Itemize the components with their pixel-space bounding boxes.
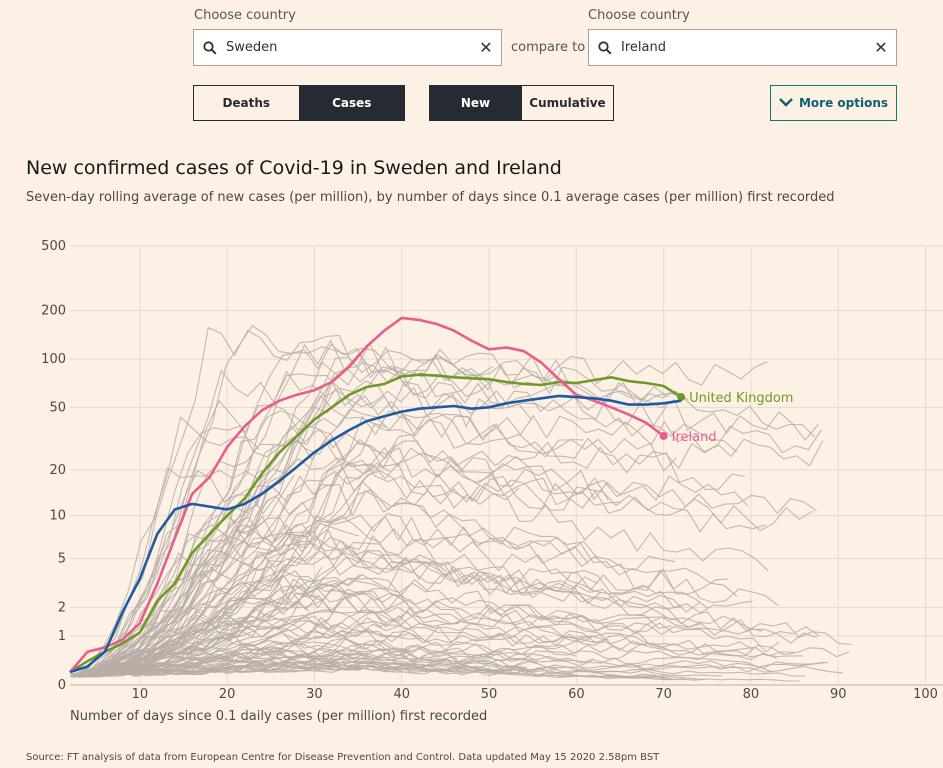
metric-toggle: Deaths Cases <box>193 85 405 121</box>
cumulative-button[interactable]: Cumulative <box>522 85 614 121</box>
x-tick-label: 80 <box>743 687 760 702</box>
other-country-line <box>85 367 819 676</box>
country1-search-field[interactable]: Sweden ✕ <box>193 29 502 66</box>
y-tick-label: 200 <box>41 303 66 318</box>
x-tick-label: 90 <box>830 687 847 702</box>
x-tick-label: 60 <box>568 687 585 702</box>
other-country-line <box>78 661 800 682</box>
country2-value[interactable]: Ireland <box>621 40 666 55</box>
x-tick-label: 50 <box>481 687 498 702</box>
other-country-line <box>70 665 674 680</box>
other-country-line <box>80 625 605 678</box>
close-icon[interactable]: ✕ <box>874 38 888 57</box>
other-country-line <box>76 523 601 678</box>
other-country-line <box>85 412 584 677</box>
other-country-line <box>77 369 668 676</box>
line-chart: United Kingdom Ireland 0 1 2 5 10 20 50 100 200 50… <box>41 239 943 724</box>
y-tick-label: 500 <box>41 239 66 254</box>
y-tick-label: 2 <box>58 600 66 615</box>
other-country-line <box>86 597 310 677</box>
other-country-line <box>83 532 700 675</box>
other-country-line <box>79 470 709 677</box>
country2-label: Choose country <box>588 8 690 23</box>
other-country-line <box>79 452 748 678</box>
other-country-line <box>87 497 272 675</box>
other-country-line <box>72 572 702 676</box>
other-country-line <box>81 659 528 677</box>
x-tick-label: 10 <box>132 687 149 702</box>
series-label-ireland: Ireland <box>672 430 717 445</box>
series-label-united-kingdom: United Kingdom <box>689 391 793 406</box>
series-end-marker-ireland <box>659 431 668 440</box>
chart-axes: 0 1 2 5 10 20 50 100 200 500 10 20 30 40 50 60 70 80 90 100 <box>41 239 938 702</box>
series-end-marker-united-kingdom <box>677 393 686 402</box>
other-country-line <box>85 631 426 675</box>
x-tick-label: 30 <box>306 687 323 702</box>
search-icon <box>194 40 226 55</box>
chart-title: New confirmed cases of Covid-19 in Swede… <box>26 157 562 179</box>
other-country-line <box>70 664 294 677</box>
series-line-ireland <box>69 316 665 673</box>
chevron-down-icon <box>779 96 793 110</box>
search-icon <box>589 40 621 55</box>
other-country-line <box>85 608 820 677</box>
x-tick-label: 100 <box>913 687 938 702</box>
country2-search-field[interactable]: Ireland ✕ <box>588 29 897 66</box>
other-country-line <box>83 462 621 677</box>
x-tick-label: 70 <box>655 687 672 702</box>
y-tick-label: 0 <box>58 678 66 693</box>
close-icon[interactable]: ✕ <box>479 38 493 57</box>
other-country-line <box>76 438 824 676</box>
deaths-button[interactable]: Deaths <box>193 85 300 121</box>
other-country-line <box>76 639 850 677</box>
highlighted-series: United Kingdom Ireland <box>69 316 793 674</box>
y-tick-label: 10 <box>49 509 66 524</box>
y-tick-label: 20 <box>49 463 66 478</box>
country1-label: Choose country <box>194 8 296 23</box>
other-country-line <box>84 619 753 677</box>
other-country-line <box>84 515 779 676</box>
other-country-line <box>83 425 817 677</box>
other-country-line <box>84 345 570 676</box>
mode-toggle: New Cumulative <box>429 85 614 121</box>
new-button[interactable]: New <box>429 85 522 121</box>
other-country-line <box>82 637 777 676</box>
series-line-united-kingdom <box>69 373 682 674</box>
y-tick-label: 5 <box>58 551 66 566</box>
other-country-line <box>82 619 803 677</box>
y-tick-label: 50 <box>49 400 66 415</box>
more-options-button[interactable]: More options <box>770 85 897 121</box>
y-tick-label: 100 <box>41 352 66 367</box>
x-tick-label: 40 <box>393 687 410 702</box>
source-note: Source: FT analysis of data from Europea… <box>26 752 660 763</box>
cases-button[interactable]: Cases <box>299 85 405 121</box>
other-country-line <box>82 588 672 675</box>
chart-subtitle: Seven-day rolling average of new cases (… <box>26 190 835 205</box>
other-country-line <box>72 513 676 677</box>
x-axis-label: Number of days since 0.1 daily cases (pe… <box>70 709 487 724</box>
other-country-line <box>85 582 780 675</box>
other-country-line <box>75 415 260 674</box>
series-line-sweden <box>69 394 682 674</box>
other-country-line <box>73 349 493 678</box>
other-country-line <box>87 410 678 676</box>
country1-value[interactable]: Sweden <box>226 40 278 55</box>
other-country-line <box>76 326 353 678</box>
other-country-line <box>76 370 745 677</box>
other-country-line <box>71 438 766 678</box>
other-country-line <box>78 515 852 676</box>
other-country-line <box>77 358 668 678</box>
other-country-line <box>86 563 729 675</box>
more-options-label: More options <box>798 96 889 110</box>
y-tick-label: 1 <box>58 629 66 644</box>
compare-to-label: compare to <box>511 40 586 55</box>
other-country-line <box>79 527 447 676</box>
x-tick-label: 20 <box>219 687 236 702</box>
chart-grid <box>70 245 943 686</box>
other-country-line <box>72 566 323 675</box>
